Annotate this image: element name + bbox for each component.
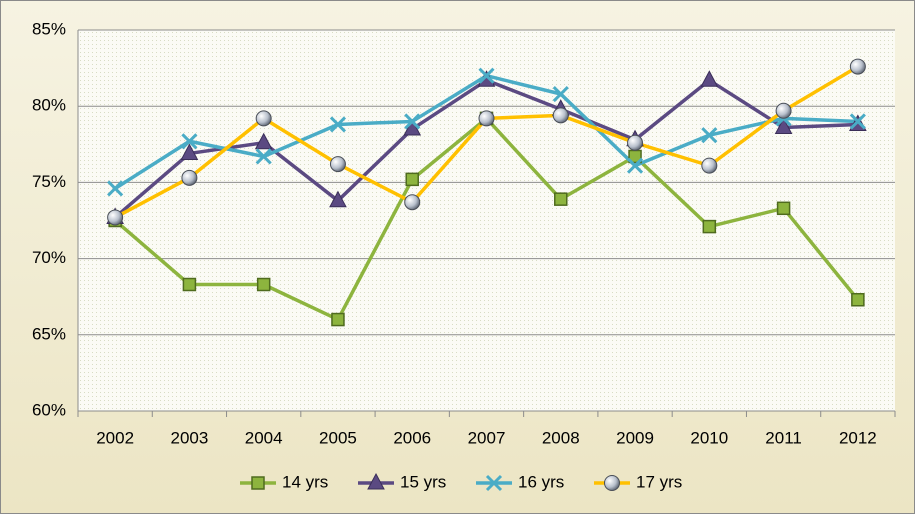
marker-circle	[849, 58, 866, 75]
legend-label: 14 yrs	[282, 472, 328, 491]
legend-label: 17 yrs	[636, 472, 682, 491]
marker-x	[181, 133, 198, 150]
marker-square	[182, 277, 197, 292]
marker-triangle	[700, 70, 719, 87]
x-tick-label: 2006	[393, 428, 431, 447]
x-tick-label: 2012	[839, 428, 877, 447]
legend-label: 15 yrs	[400, 472, 446, 491]
marker-square	[251, 476, 265, 490]
x-tick-label: 2005	[319, 428, 357, 447]
y-tick-label: 80%	[32, 96, 66, 115]
x-tick-label: 2004	[245, 428, 283, 447]
marker-circle	[478, 110, 495, 127]
marker-x	[329, 116, 347, 133]
marker-square	[776, 201, 791, 216]
marker-x	[107, 180, 124, 197]
y-tick-label: 85%	[32, 19, 66, 38]
marker-x	[255, 148, 272, 165]
marker-triangle	[180, 143, 199, 160]
marker-triangle	[367, 472, 385, 490]
marker-x	[485, 474, 503, 492]
x-tick-label: 2010	[690, 428, 728, 447]
marker-square	[851, 292, 865, 307]
marker-circle	[107, 209, 124, 226]
x-tick-label: 2008	[542, 428, 580, 447]
y-tick-label: 60%	[32, 400, 66, 419]
plot-area	[78, 30, 895, 411]
marker-circle	[181, 169, 198, 186]
marker-circle	[627, 134, 644, 151]
marker-circle	[775, 102, 792, 119]
y-tick-label: 75%	[32, 172, 66, 191]
x-tick-label: 2007	[468, 428, 506, 447]
marker-x	[849, 113, 866, 130]
marker-x	[478, 67, 495, 84]
marker-triangle	[774, 117, 793, 135]
marker-circle	[552, 107, 569, 124]
marker-triangle	[254, 132, 273, 150]
y-tick-label: 70%	[32, 248, 66, 267]
x-tick-label: 2009	[616, 428, 654, 447]
marker-circle	[701, 157, 718, 174]
marker-square	[331, 312, 345, 327]
x-tick-label: 2002	[96, 428, 134, 447]
marker-x	[701, 127, 718, 144]
marker-square	[702, 219, 717, 234]
marker-triangle	[329, 190, 347, 208]
marker-square	[405, 172, 419, 187]
marker-circle	[604, 475, 620, 491]
marker-circle	[255, 110, 272, 127]
marker-x	[626, 157, 644, 174]
marker-square	[256, 277, 271, 292]
marker-circle	[404, 194, 421, 211]
marker-square	[554, 192, 568, 206]
marker-x	[404, 113, 421, 130]
marker-circle	[329, 156, 346, 173]
y-tick-label: 65%	[32, 324, 66, 343]
x-tick-label: 2003	[170, 428, 208, 447]
legend-label: 16 yrs	[518, 472, 564, 491]
x-tick-label: 2011	[765, 428, 802, 447]
marker-x	[552, 85, 569, 103]
